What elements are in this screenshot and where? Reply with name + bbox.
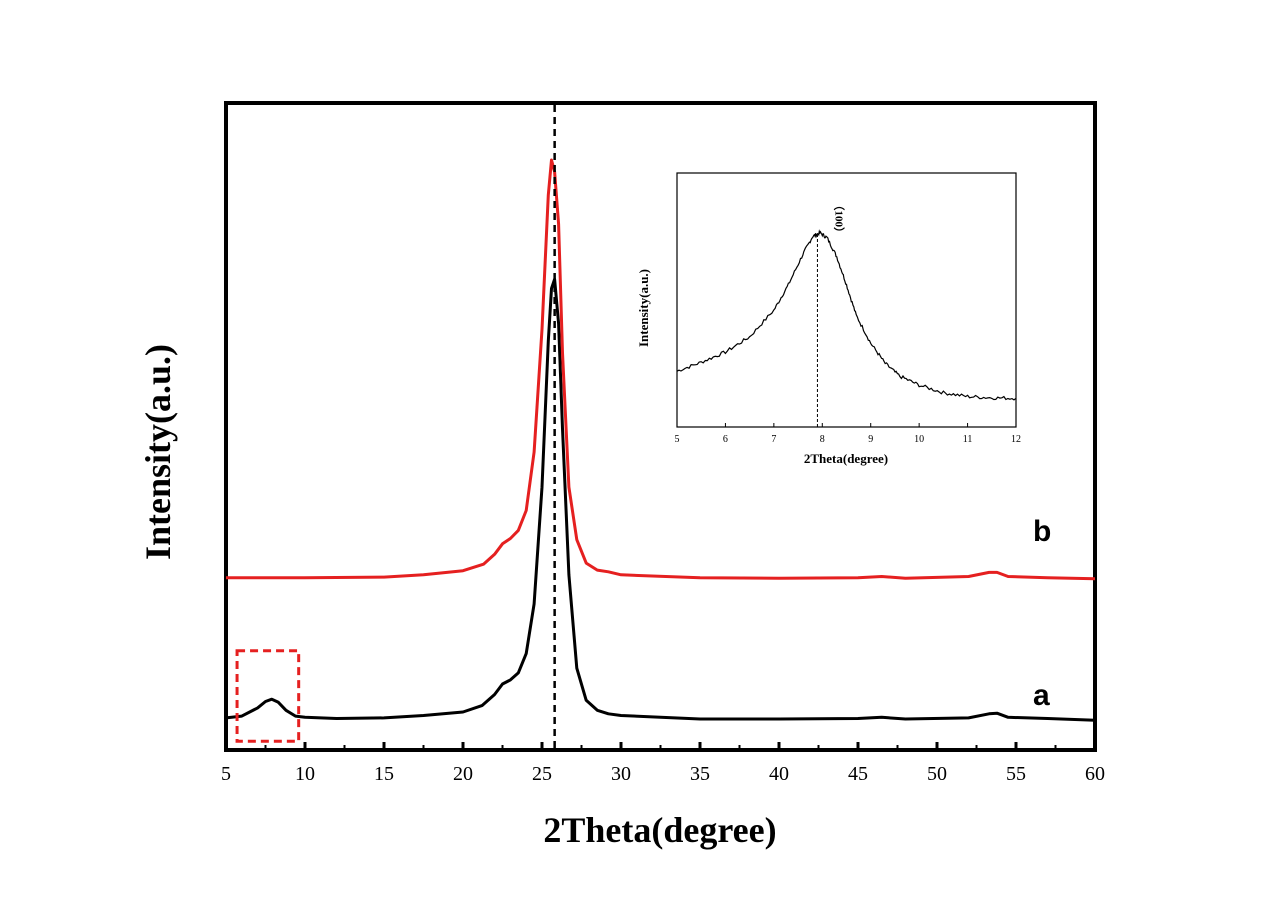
inset-x-tick-labels: 5 6 7 8 9 10 11 12	[675, 434, 1022, 445]
inset-x-tick-label: 11	[963, 434, 973, 445]
inset-series-line	[676, 229, 1017, 401]
y-axis-label: Intensity(a.u.)	[138, 344, 178, 560]
main-x-tick-label: 25	[532, 763, 552, 785]
x-axis-label: 2Theta(degree)	[543, 810, 776, 850]
series-line-b	[226, 158, 1096, 581]
main-x-tick-label: 30	[611, 763, 631, 785]
inset-x-tick-label: 6	[723, 434, 728, 445]
main-x-tick-label: 60	[1085, 763, 1105, 785]
main-x-tick-label: 35	[690, 763, 710, 785]
inset-x-tick-label: 5	[675, 434, 680, 445]
main-x-tick-label: 55	[1006, 763, 1026, 785]
highlight-region-box	[235, 649, 301, 743]
main-x-ticks	[224, 742, 1097, 750]
inset-peak-label: （100）	[832, 199, 845, 238]
series-label-a: a	[1033, 679, 1050, 712]
main-x-tick-label: 40	[769, 763, 789, 785]
inset-plot-frame	[676, 172, 1017, 428]
inset-x-tick-label: 9	[868, 434, 873, 445]
main-x-tick-label: 10	[295, 763, 315, 785]
main-x-tick-label: 45	[848, 763, 868, 785]
inset-y-axis-label: Intensity(a.u.)	[636, 269, 651, 347]
inset-x-tick-label: 10	[914, 434, 924, 445]
inset-x-axis-label: 2Theta(degree)	[804, 451, 888, 466]
main-x-tick-label: 50	[927, 763, 947, 785]
inset-x-tick-label: 8	[820, 434, 825, 445]
main-x-tick-labels: 5 10 15 20 25 30 35 40 45 50 55 60	[221, 763, 1105, 785]
inset-x-ticks	[676, 423, 1017, 427]
main-x-tick-label: 20	[453, 763, 473, 785]
inset-x-tick-label: 12	[1011, 434, 1021, 445]
main-x-tick-label: 15	[374, 763, 394, 785]
inset-x-tick-label: 7	[771, 434, 776, 445]
main-x-tick-label: 5	[221, 763, 231, 785]
main-series-group	[225, 158, 1096, 722]
series-label-b: b	[1033, 515, 1051, 548]
series-line-a	[225, 277, 1096, 722]
